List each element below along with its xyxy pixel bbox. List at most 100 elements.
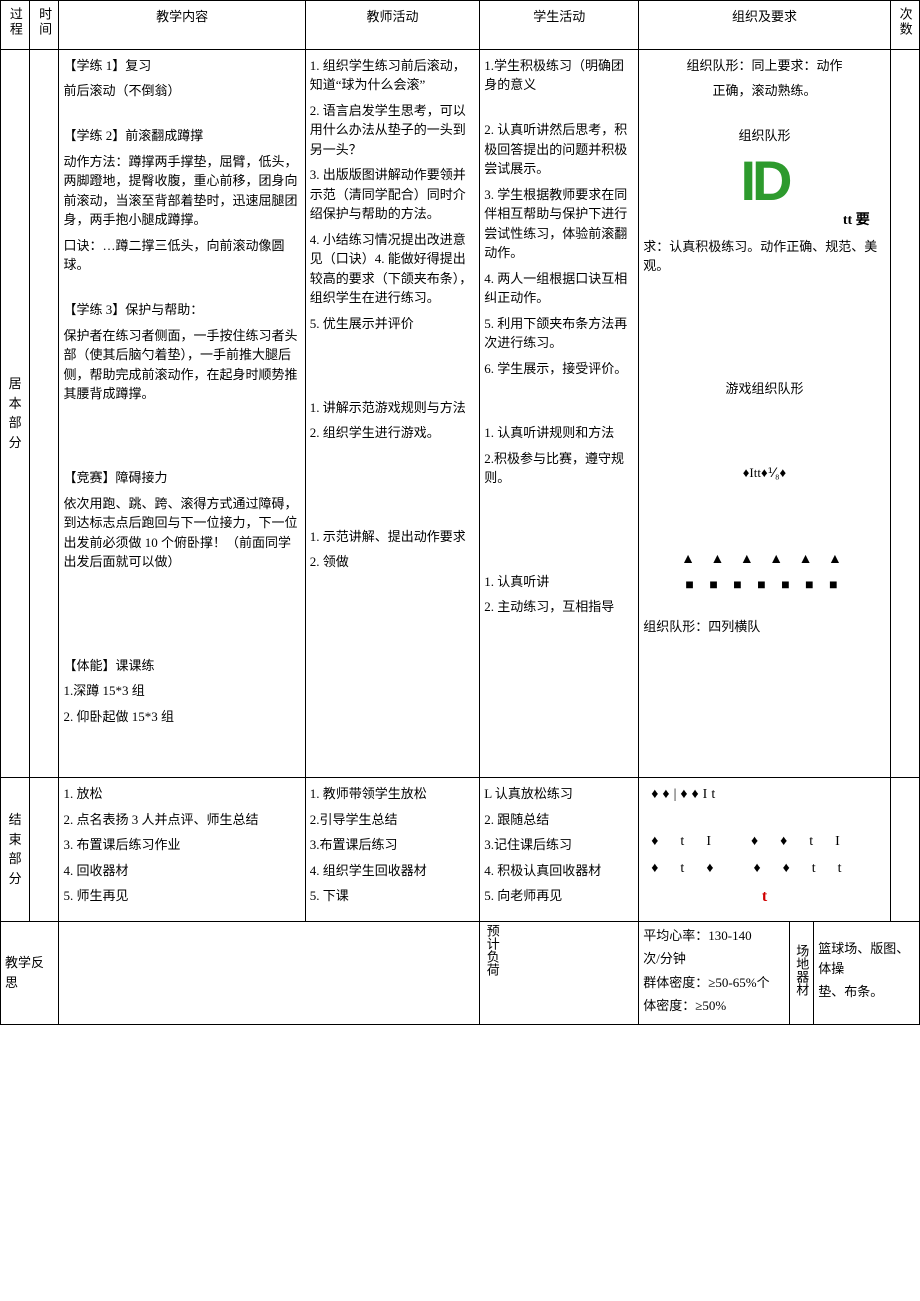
content-p10: 【体能】课课练 bbox=[63, 656, 300, 676]
student-s6: 6. 学生展示，接受评价。 bbox=[484, 359, 634, 379]
content-p5: 口诀：…蹲二撑三低头，向前滚动像圆球。 bbox=[63, 236, 300, 275]
square-row-icon: ■ ■ ■ ■ ■ ■ ■ bbox=[643, 573, 885, 598]
student-s3: 3. 学生根据教师要求在同伴相互帮助与保护下进行尝试性练习，体验前滚翻动作。 bbox=[484, 185, 634, 263]
org-o1b: 正确，滚动熟练。 bbox=[643, 81, 885, 101]
end-org-line3: ♦ t ♦ ♦ ♦ t t bbox=[643, 858, 885, 879]
footer-inner-table: 平均心率：130-140 次/分钟 群体密度：≥50-65%个 体密度：≥50%… bbox=[639, 922, 919, 1024]
end-et2: 2.引导学生总结 bbox=[310, 810, 475, 830]
org-o3: tt 要 bbox=[643, 210, 885, 231]
header-org: 组织及要求 bbox=[639, 1, 890, 50]
header-time: 时间 bbox=[30, 1, 59, 50]
teacher-t4: 4. 小结练习情况提出改进意见（口诀）4. 能做好得提出较高的要求（下颌夹布条）… bbox=[310, 230, 475, 308]
green-formation-icon: ID bbox=[740, 156, 788, 206]
org-o7: 组织队形：四列横队 bbox=[643, 617, 885, 637]
header-row: 过程 时间 教学内容 教师活动 学生活动 组织及要求 次数 bbox=[1, 1, 920, 50]
end-org-cell: ♦♦|♦♦It ♦ t I ♦ ♦ t I ♦ t ♦ ♦ ♦ t t t bbox=[639, 778, 890, 922]
formation-diagram-1: ID bbox=[643, 152, 885, 210]
org-o5: 游戏组织队形 bbox=[643, 379, 885, 399]
teacher-t3: 3. 出版版图讲解动作要领并示范（清同学配合）同时介绍保护与帮助的方法。 bbox=[310, 165, 475, 224]
end-content-cell: 1. 放松 2. 点名表扬 3 人并点评、师生总结 3. 布置课后练习作业 4.… bbox=[59, 778, 305, 922]
lesson-plan-page: 过程 时间 教学内容 教师活动 学生活动 组织及要求 次数 居 本部分 【学练 … bbox=[0, 0, 920, 1025]
content-p11: 1.深蹲 15*3 组 bbox=[63, 681, 300, 701]
end-e1: 1. 放松 bbox=[63, 784, 300, 804]
header-teacher: 教师活动 bbox=[305, 1, 479, 50]
teacher-t6: 1. 讲解示范游戏规则与方法 bbox=[310, 398, 475, 418]
load-text-cell: 平均心率：130-140 次/分钟 群体密度：≥50-65%个 体密度：≥50% bbox=[639, 922, 789, 1024]
equip-text1: 篮球场、版图、体操 bbox=[818, 939, 915, 978]
reflect-content-cell bbox=[59, 921, 480, 1024]
main-content-cell: 【学练 1】复习 前后滚动（不倒翁） 【学练 2】前滚翻成蹲撑 动作方法：蹲撑两… bbox=[59, 49, 305, 778]
triangle-row-icon: ▲ ▲ ▲ ▲ ▲ ▲ bbox=[643, 547, 885, 572]
load-label-cell: 预计负荷 bbox=[480, 921, 639, 1024]
main-teacher-cell: 1. 组织学生练习前后滚动，知道“球为什么会滚” 2. 语言启发学生思考，可以用… bbox=[305, 49, 479, 778]
content-p3: 【学练 2】前滚翻成蹲撑 bbox=[63, 126, 300, 146]
end-org-line2: ♦ t I ♦ ♦ t I bbox=[643, 831, 885, 852]
teacher-t5: 5. 优生展示并评价 bbox=[310, 314, 475, 334]
content-p8: 【竞赛】障碍接力 bbox=[63, 468, 300, 488]
end-et5: 5. 下课 bbox=[310, 886, 475, 906]
equip-label: 场地器材 bbox=[792, 944, 812, 996]
header-count: 次数 bbox=[890, 1, 919, 50]
end-et1: 1. 教师带领学生放松 bbox=[310, 784, 475, 804]
org-o2: 组织队形 bbox=[643, 126, 885, 146]
end-section-row: 结 束部分 1. 放松 2. 点名表扬 3 人并点评、师生总结 3. 布置课后练… bbox=[1, 778, 920, 922]
teacher-t9: 2. 领做 bbox=[310, 552, 475, 572]
end-section-label-cell: 结 束部分 bbox=[1, 778, 30, 922]
main-count-cell bbox=[890, 49, 919, 778]
end-e5: 5. 师生再见 bbox=[63, 886, 300, 906]
main-org-cell: 组织队形：同上要求：动作 正确，滚动熟练。 组织队形 ID tt 要 求：认真积… bbox=[639, 49, 890, 778]
content-p4: 动作方法：蹲撑两手撑垫，屈臂，低头，两脚蹬地，提臀收腹，重心前移，团身向前滚动，… bbox=[63, 152, 300, 230]
student-s9: 1. 认真听讲 bbox=[484, 572, 634, 592]
teacher-t7: 2. 组织学生进行游戏。 bbox=[310, 423, 475, 443]
content-p12: 2. 仰卧起做 15*3 组 bbox=[63, 707, 300, 727]
org-o1a: 组织队形：同上要求：动作 bbox=[643, 56, 885, 76]
main-time-cell bbox=[30, 49, 59, 778]
equip-label-cell: 场地器材 bbox=[789, 922, 814, 1024]
org-o4: 求：认真积极练习。动作正确、规范、美观。 bbox=[643, 237, 885, 276]
load-text3: 群体密度：≥50-65%个 bbox=[643, 973, 785, 993]
lesson-plan-table: 过程 时间 教学内容 教师活动 学生活动 组织及要求 次数 居 本部分 【学练 … bbox=[0, 0, 920, 1025]
footer-row: 教学反思 预计负荷 平均心率：130-140 次/分钟 群体密度：≥50-65%… bbox=[1, 921, 920, 1024]
main-section-row: 居 本部分 【学练 1】复习 前后滚动（不倒翁） 【学练 2】前滚翻成蹲撑 动作… bbox=[1, 49, 920, 778]
teacher-t8: 1. 示范讲解、提出动作要求 bbox=[310, 527, 475, 547]
load-text1: 平均心率：130-140 bbox=[643, 926, 785, 946]
content-p9: 依次用跑、跳、跨、滚得方式通过障碍，到达标志点后跑回与下一位接力，下一位出发前必… bbox=[63, 494, 300, 572]
content-p6: 【学练 3】保护与帮助： bbox=[63, 300, 300, 320]
main-section-label: 居 本部分 bbox=[9, 374, 22, 452]
teacher-t2: 2. 语言启发学生思考，可以用什么办法从垫子的一头到另一头？ bbox=[310, 101, 475, 160]
main-student-cell: 1.学生积极练习（明确团身的意义 2. 认真听讲然后思考，积极回答提出的问题并积… bbox=[480, 49, 639, 778]
end-org-line1: ♦♦|♦♦It bbox=[643, 784, 885, 805]
student-s10: 2. 主动练习，互相指导 bbox=[484, 597, 634, 617]
end-es5: 5. 向老师再见 bbox=[484, 886, 634, 906]
end-es3: 3.记住课后练习 bbox=[484, 835, 634, 855]
end-student-cell: L 认真放松练习 2. 跟随总结 3.记住课后练习 4. 积极认真回收器材 5.… bbox=[480, 778, 639, 922]
student-s2: 2. 认真听讲然后思考，积极回答提出的问题并积极尝试展示。 bbox=[484, 120, 634, 179]
end-es1: L 认真放松练习 bbox=[484, 784, 634, 804]
header-process: 过程 bbox=[1, 1, 30, 50]
student-s8: 2.积极参与比赛，遵守规则。 bbox=[484, 449, 634, 488]
end-time-cell bbox=[30, 778, 59, 922]
end-et3: 3.布置课后练习 bbox=[310, 835, 475, 855]
load-label: 预计负荷 bbox=[482, 924, 502, 976]
load-text4: 体密度：≥50% bbox=[643, 996, 785, 1016]
end-e3: 3. 布置课后练习作业 bbox=[63, 835, 300, 855]
reflect-label: 教学反思 bbox=[5, 955, 44, 990]
end-e2: 2. 点名表扬 3 人并点评、师生总结 bbox=[63, 810, 300, 830]
load-text2: 次/分钟 bbox=[643, 949, 785, 969]
content-p2: 前后滚动（不倒翁） bbox=[63, 81, 300, 101]
end-es2: 2. 跟随总结 bbox=[484, 810, 634, 830]
student-s7: 1. 认真听讲规则和方法 bbox=[484, 423, 634, 443]
equip-text-cell: 篮球场、版图、体操 垫、布条。 bbox=[814, 922, 919, 1024]
end-teacher-cell: 1. 教师带领学生放松 2.引导学生总结 3.布置课后练习 4. 组织学生回收器… bbox=[305, 778, 479, 922]
org-o6: ♦Itt♦⅟₈♦ bbox=[643, 463, 885, 483]
content-p1: 【学练 1】复习 bbox=[63, 56, 300, 76]
equip-text2: 垫、布条。 bbox=[818, 982, 915, 1002]
end-section-label: 结 束部分 bbox=[9, 810, 22, 888]
content-p7: 保护者在练习者侧面，一手按住练习者头部（使其后脑勺着垫），一手前推大腿后侧，帮助… bbox=[63, 326, 300, 404]
header-student: 学生活动 bbox=[480, 1, 639, 50]
end-count-cell bbox=[890, 778, 919, 922]
end-e4: 4. 回收器材 bbox=[63, 861, 300, 881]
footer-right-cell: 平均心率：130-140 次/分钟 群体密度：≥50-65%个 体密度：≥50%… bbox=[639, 921, 920, 1024]
end-org-line4: t bbox=[643, 885, 885, 909]
student-s4: 4. 两人一组根据口诀互相纠正动作。 bbox=[484, 269, 634, 308]
